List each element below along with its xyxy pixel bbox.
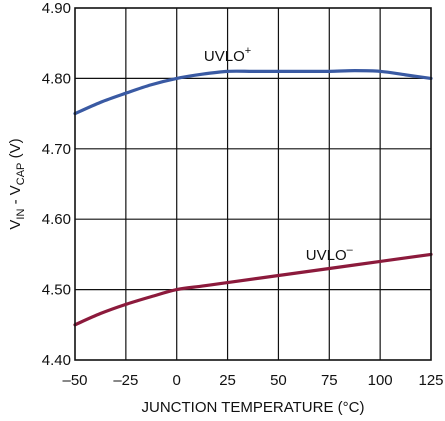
x-axis-title: JUNCTION TEMPERATURE (°C) bbox=[142, 399, 365, 416]
y-axis-title-subscript: CAP bbox=[15, 163, 27, 186]
series-layer bbox=[73, 69, 433, 327]
y-tick-label: 4.90 bbox=[42, 0, 71, 17]
x-tick-label: –25 bbox=[113, 372, 138, 389]
x-tick-label: 25 bbox=[219, 372, 236, 389]
series-label-0: UVLO+ bbox=[204, 45, 251, 65]
y-tick-label: 4.40 bbox=[42, 352, 71, 369]
x-tick-label: 75 bbox=[321, 372, 338, 389]
y-tick-label: 4.80 bbox=[42, 70, 71, 87]
y-axis-title-part: (V) bbox=[7, 138, 24, 162]
x-tick-label: 125 bbox=[418, 372, 443, 389]
y-tick-label: 4.70 bbox=[42, 141, 71, 158]
y-tick-label: 4.50 bbox=[42, 282, 71, 299]
y-tick-label: 4.60 bbox=[42, 211, 71, 228]
x-tick-label: 0 bbox=[173, 372, 181, 389]
series-label-superscript: + bbox=[245, 45, 251, 57]
series-line-1 bbox=[73, 252, 433, 327]
series-label-superscript: – bbox=[347, 244, 354, 256]
y-axis-title-subscript: IN bbox=[15, 209, 27, 220]
plot-frame bbox=[74, 7, 432, 361]
tick-labels: –50 –25 0 25 50 75 100 125 4.40 4.50 4.60 4.70 4.80 4… bbox=[42, 0, 444, 389]
series-label-text: UVLO bbox=[204, 48, 245, 65]
x-tick-label: 50 bbox=[270, 372, 287, 389]
series-label-1: UVLO– bbox=[306, 244, 354, 264]
series-labels: UVLO+UVLO– bbox=[204, 45, 354, 264]
series-label-text: UVLO bbox=[306, 247, 347, 264]
grid bbox=[75, 8, 431, 360]
series-line-0 bbox=[73, 69, 433, 116]
x-tick-label: 100 bbox=[368, 372, 393, 389]
y-axis-title-part: V bbox=[7, 220, 24, 230]
x-tick-label: –50 bbox=[62, 372, 87, 389]
y-axis-title-part: - V bbox=[7, 185, 24, 208]
y-axis-title: VIN - VCAP (V) bbox=[7, 138, 27, 229]
